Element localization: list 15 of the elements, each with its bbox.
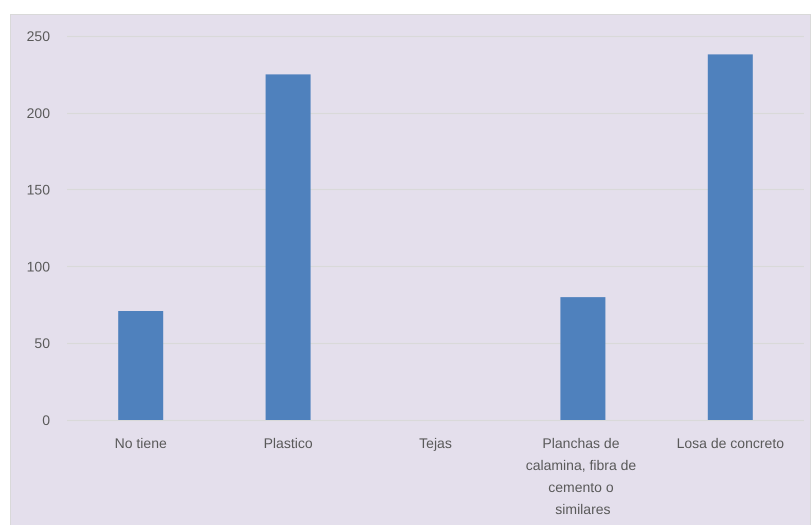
y-tick-label: 250 <box>26 28 50 44</box>
bar <box>266 74 311 420</box>
x-tick-label: Planchas de calamina, fibra de cemento o similares <box>526 435 640 517</box>
y-tick-label: 150 <box>26 182 50 198</box>
bar <box>118 310 164 420</box>
y-tick-label: 200 <box>26 104 50 121</box>
y-tick-label: 50 <box>34 335 50 352</box>
x-tick-label: Losa de concreto <box>676 435 784 451</box>
bar <box>708 54 753 420</box>
x-tick-label: Tejas <box>419 435 452 451</box>
bar <box>560 297 606 420</box>
y-tick-label: 100 <box>26 258 50 274</box>
x-tick-label: Plastico <box>264 435 313 451</box>
y-tick-label: 0 <box>42 412 50 428</box>
x-tick-label: No tiene <box>114 435 167 451</box>
